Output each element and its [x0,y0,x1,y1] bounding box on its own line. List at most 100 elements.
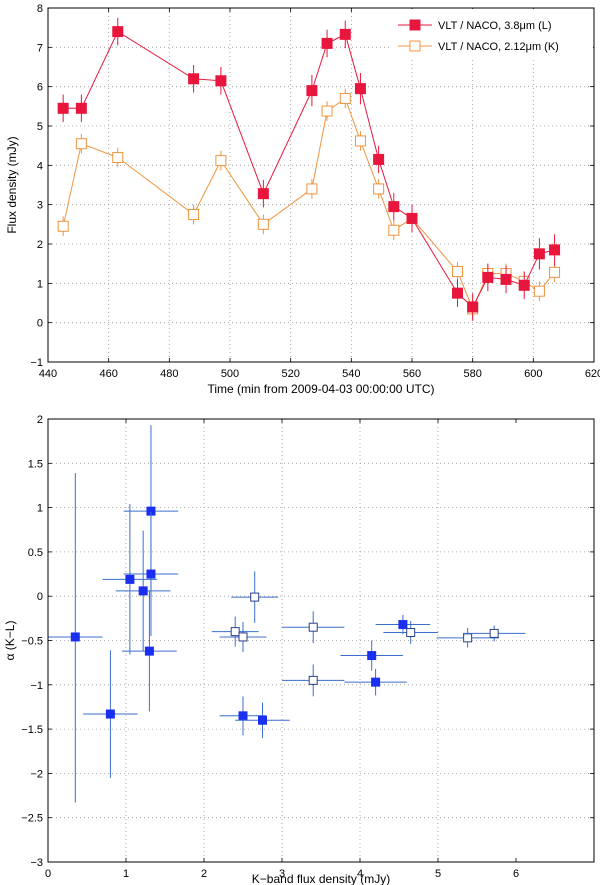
bottom-chart-grid [48,419,594,862]
bottom-x-tick-label: 6 [513,868,519,880]
k-band-data-point [373,183,385,195]
filled-data-point [258,715,267,725]
filled-data-point [105,709,115,719]
top-x-tick-label: 440 [39,368,57,380]
top-chart-ticks: 440 460 480 500 520 540 560 580 600 620 −1 0 1 2 3 4 5 6 7… [30,3,600,380]
top-y-tick-label: 3 [37,200,43,212]
top-x-tick-label: 560 [403,368,421,380]
l-band-data-point [321,37,333,49]
k-band-data-point [215,155,227,167]
k-band-data-point [321,105,333,117]
top-chart-grid [48,8,594,362]
top-y-tick-label: 5 [37,121,43,133]
top-y-tick-label: 8 [37,3,43,15]
bottom-y-tick-label: −2.5 [21,813,43,825]
light-curve-chart: 440 460 480 500 520 540 560 580 600 620 −1 0 1 2 3 4 5 6 7… [5,3,600,396]
filled-data-point [146,569,156,579]
k-band-data-point [112,151,124,163]
open-data-point [463,633,473,643]
top-chart-y-axis-label: Flux density (mJy) [5,136,19,233]
bottom-y-tick-label: 1 [37,503,43,515]
k-band-data-point [549,266,561,278]
filled-data-point [70,632,80,642]
l-band-data-point [533,248,545,260]
bottom-chart-points [48,425,526,803]
top-y-tick-label: 7 [37,42,43,54]
legend-marker [409,40,421,52]
k-band-data-point [306,183,318,195]
k-band-data-point [339,92,351,104]
legend-box [392,9,593,57]
bottom-y-tick-label: −0.5 [21,636,43,648]
top-y-tick-label: −1 [30,357,43,369]
open-data-point [489,628,499,638]
l-band-data-point [306,85,318,97]
l-band-data-point [188,73,200,85]
l-band-data-point [452,287,463,299]
l-band-data-point [354,83,366,95]
k-band-data-point [188,209,200,220]
top-chart-frame [47,7,595,363]
open-data-point [238,632,248,642]
k-band-data-point [354,135,366,147]
filled-data-point [371,677,381,687]
bottom-y-tick-label: −2 [30,768,43,780]
k-band-series-line [62,97,555,311]
top-x-tick-label: 460 [99,368,117,380]
bottom-x-tick-label: 1 [123,868,129,880]
top-x-tick-label: 620 [585,368,600,380]
bottom-chart-ticks: 0 1 2 3 4 5 6 −3 −2.5 −2 −1.5 −1 −0.5 0 0.5 1 1.5 2 [21,414,594,880]
open-data-point [308,675,318,685]
top-chart-x-axis-label: Time (min from 2009-04-03 00:00:00 UTC) [208,382,435,396]
k-band-data-point [388,224,400,236]
l-band-data-point [467,301,479,313]
l-band-data-point [257,188,269,200]
bottom-y-tick-label: −1.5 [21,724,43,736]
top-y-tick-label: 6 [37,82,43,94]
bottom-x-tick-label: 4 [357,868,363,880]
filled-data-point [367,651,377,661]
l-band-data-point [518,279,530,291]
k-band-data-point [57,220,69,232]
bottom-y-tick-label: 1.5 [28,458,43,470]
k-band-data-point [452,266,463,278]
top-y-tick-label: 1 [37,278,43,290]
filled-data-point [238,711,248,721]
l-band-data-point [406,212,418,224]
filled-data-point [125,574,135,584]
top-x-tick-label: 580 [463,368,481,380]
filled-data-point [138,586,148,596]
bottom-y-tick-label: −3 [30,857,43,869]
top-chart-legend: VLT / NACO, 3.8μm (L) VLT / NACO, 2.12μm … [392,9,593,57]
top-x-tick-label: 500 [221,368,239,380]
legend-entry: VLT / NACO, 2.12μm (K) [438,41,559,53]
top-y-tick-label: 0 [37,318,43,330]
top-x-tick-label: 520 [281,368,299,380]
l-band-data-point [215,75,227,87]
bottom-x-tick-label: 5 [435,868,441,880]
open-data-point [250,592,260,602]
l-band-data-point [549,244,561,256]
l-band-data-point [500,273,512,285]
open-data-point [308,622,318,632]
top-x-tick-label: 480 [160,368,178,380]
bottom-y-tick-label: 0 [37,591,43,603]
bottom-x-tick-label: 0 [45,868,51,880]
k-band-data-point [533,285,545,297]
filled-data-point [144,646,154,656]
bottom-x-tick-label: 2 [201,868,207,880]
bottom-x-tick-label: 3 [279,868,285,880]
l-band-data-point [388,201,400,213]
top-chart-series [57,17,561,321]
bottom-chart-x-axis-label: K−band flux density (mJy) [252,872,390,885]
top-x-tick-label: 600 [524,368,542,380]
l-band-data-point [112,26,124,38]
legend-entry: VLT / NACO, 3.8μm (L) [438,20,552,32]
l-band-data-point [75,102,87,114]
open-data-point [406,628,416,638]
top-x-tick-label: 540 [342,368,360,380]
spectral-index-chart: 0 1 2 3 4 5 6 −3 −2.5 −2 −1.5 −1 −0.5 0 0.5 1 1.5 2 K−ban… [3,414,595,885]
l-band-data-point [57,102,69,114]
bottom-y-tick-label: −1 [30,680,43,692]
